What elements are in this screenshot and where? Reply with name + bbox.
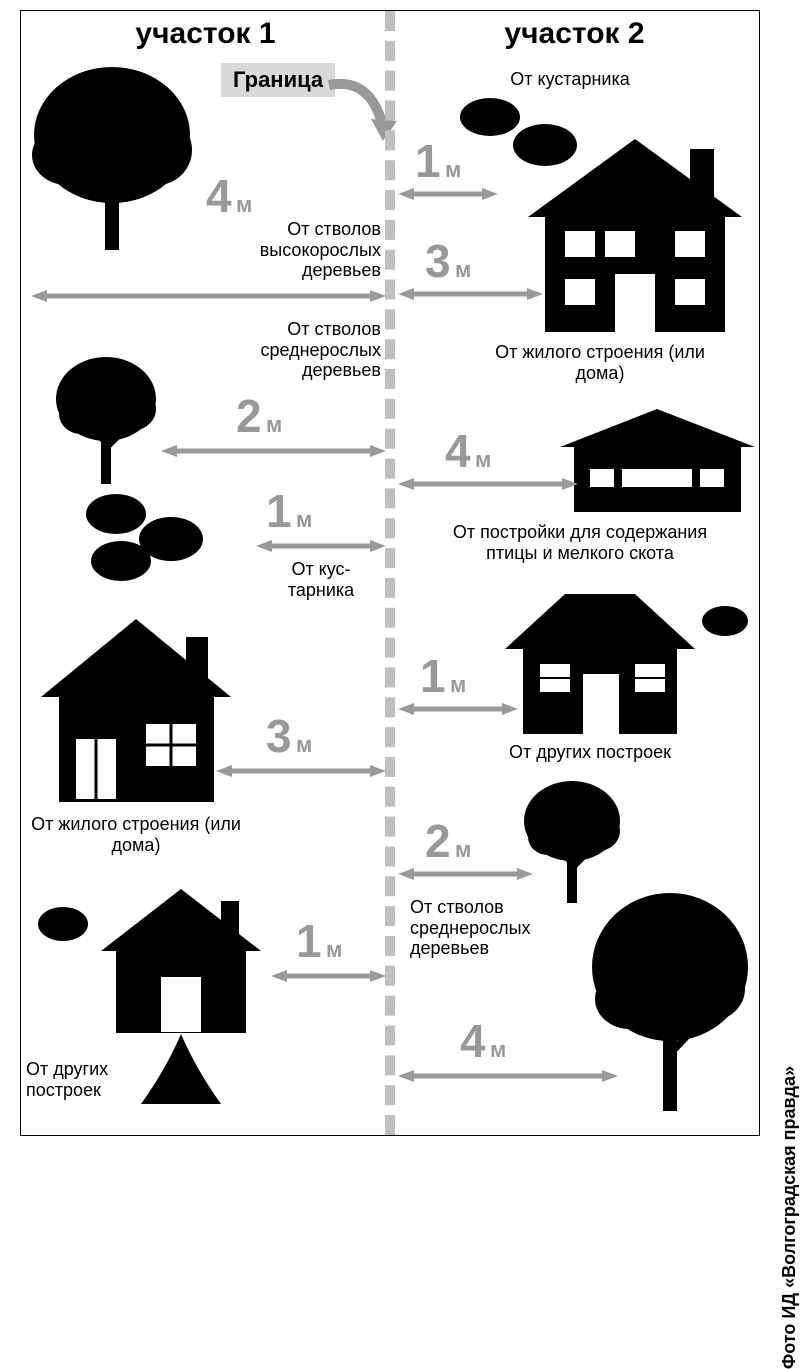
big-house-icon [520,139,750,339]
distance-value: 2 [236,389,262,443]
distance-unit: м [475,447,491,472]
distance-unit: м [296,732,312,757]
distance-r4-desc: От других построек [485,742,695,763]
distance-value: 3 [425,234,451,288]
arrow-icon [398,1069,618,1083]
distance-r5: 2 м [425,814,471,868]
distance-r6: 4 м [460,1014,506,1068]
distance-r1-desc: От кустарника [480,69,660,90]
photo-credit: Фото ИД «Волгоградская правда» [779,1066,800,1369]
arrow-icon [271,969,386,983]
distance-unit: м [296,507,312,532]
distance-2-left: 2 м [236,389,282,443]
distance-4-left: 3 м [266,709,312,763]
distance-r4: 1 м [420,649,466,703]
mid-tree-icon [51,354,161,489]
distance-5-left: 1 м [296,914,342,968]
distance-unit: м [455,257,471,282]
distance-unit: м [490,1037,506,1062]
distance-unit: м [445,157,461,182]
column-plot-2: От кустарника 1 м 3 м [390,59,759,1135]
distance-value: 2 [425,814,451,868]
distance-4-desc: От жилого строения (или дома) [31,814,241,855]
distance-value: 4 [206,169,232,223]
arrow-icon [398,287,543,301]
arrow-icon [31,289,386,303]
header-plot-1: участок 1 [21,11,390,59]
distance-value: 1 [296,914,322,968]
distance-r1: 1 м [415,134,461,188]
small-bush-icon [36,904,91,944]
distance-r3-desc: От постройки для содержания птицы и мелк… [425,522,735,563]
distance-1-left: 4 м [206,169,252,223]
arrow-icon [256,539,386,553]
house-icon [31,619,241,809]
arrow-icon [398,702,518,716]
arrow-icon [398,187,498,201]
distance-r2: 3 м [425,234,471,288]
distance-r5-desc: От стволов среднерослых деревьев [410,897,590,959]
distance-5-desc: От других построек [26,1059,156,1100]
distance-value: 4 [460,1014,486,1068]
column-plot-1: 4 м От стволов высокорослых деревьев От … [21,59,390,1135]
bush-group-icon [81,489,211,584]
distance-unit: м [236,192,252,217]
distance-value: 3 [266,709,292,763]
distance-unit: м [455,837,471,862]
distance-unit: м [326,937,342,962]
distance-value: 1 [266,484,292,538]
arrow-icon [161,444,386,458]
barn-icon [560,409,755,519]
distance-r3: 4 м [445,424,491,478]
distance-3-desc: От кус-тарника [266,559,376,600]
small-bush-icon [700,604,750,639]
border-divider [385,11,395,1135]
distance-value: 4 [445,424,471,478]
hut-icon [505,594,695,739]
distance-unit: м [450,672,466,697]
arrow-icon [398,867,533,881]
infographic-container: участок 1 участок 2 Граница 4 м От ствол… [20,10,760,1136]
header-plot-2: участок 2 [390,11,759,59]
arrow-icon [398,477,578,491]
distance-2-desc: От стволов среднерослых деревьев [191,319,381,381]
tall-tree-icon [585,889,755,1119]
distance-3-left: 1 м [266,484,312,538]
distance-value: 1 [415,134,441,188]
distance-unit: м [266,412,282,437]
distance-1-desc: От стволов высокорослых деревьев [201,219,381,281]
distance-r2-desc: От жилого строения (или дома) [490,342,710,383]
tall-tree-icon [27,65,197,255]
arrow-icon [216,764,386,778]
distance-value: 1 [420,649,446,703]
